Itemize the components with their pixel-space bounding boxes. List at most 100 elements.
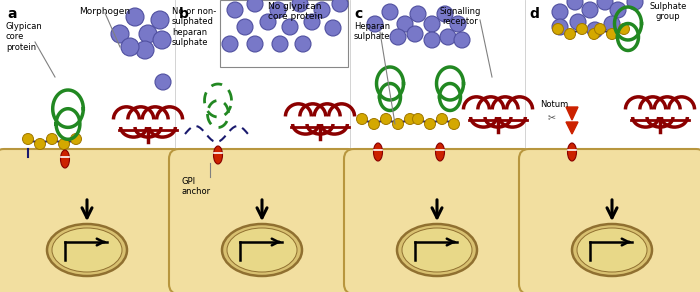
Circle shape bbox=[381, 114, 391, 124]
Circle shape bbox=[121, 38, 139, 56]
Circle shape bbox=[424, 16, 440, 32]
Circle shape bbox=[449, 119, 459, 129]
Circle shape bbox=[619, 23, 629, 34]
Circle shape bbox=[314, 2, 330, 18]
Circle shape bbox=[412, 114, 423, 124]
Circle shape bbox=[424, 119, 435, 129]
Circle shape bbox=[390, 29, 406, 45]
Circle shape bbox=[410, 6, 426, 22]
Circle shape bbox=[393, 119, 403, 129]
Text: a: a bbox=[7, 7, 17, 21]
Ellipse shape bbox=[435, 143, 444, 161]
Circle shape bbox=[155, 74, 171, 90]
Circle shape bbox=[382, 4, 398, 20]
Circle shape bbox=[46, 133, 57, 145]
Text: Glypican
core
protein: Glypican core protein bbox=[6, 22, 43, 52]
Text: c: c bbox=[354, 7, 363, 21]
Circle shape bbox=[34, 138, 46, 150]
Circle shape bbox=[368, 119, 379, 129]
Circle shape bbox=[564, 29, 575, 39]
Ellipse shape bbox=[52, 228, 122, 272]
Circle shape bbox=[295, 36, 311, 52]
Polygon shape bbox=[566, 122, 578, 134]
Circle shape bbox=[405, 114, 416, 124]
Circle shape bbox=[111, 25, 129, 43]
Ellipse shape bbox=[402, 228, 472, 272]
Text: Signalling
receptor: Signalling receptor bbox=[440, 7, 481, 26]
Ellipse shape bbox=[227, 228, 297, 272]
FancyBboxPatch shape bbox=[0, 149, 183, 292]
FancyBboxPatch shape bbox=[344, 149, 533, 292]
Circle shape bbox=[407, 26, 423, 42]
Ellipse shape bbox=[397, 224, 477, 276]
Circle shape bbox=[450, 16, 466, 32]
Circle shape bbox=[292, 0, 308, 12]
Circle shape bbox=[552, 19, 568, 35]
Text: No glypican
core protein: No glypican core protein bbox=[267, 2, 323, 21]
Circle shape bbox=[454, 32, 470, 48]
Circle shape bbox=[587, 22, 603, 38]
Text: d: d bbox=[529, 7, 539, 21]
Ellipse shape bbox=[577, 228, 647, 272]
Circle shape bbox=[151, 11, 169, 29]
Ellipse shape bbox=[60, 150, 69, 168]
Circle shape bbox=[627, 0, 643, 10]
Circle shape bbox=[594, 23, 606, 34]
FancyBboxPatch shape bbox=[169, 149, 358, 292]
Circle shape bbox=[367, 16, 383, 32]
Text: Heparan
sulphate: Heparan sulphate bbox=[354, 22, 391, 41]
Polygon shape bbox=[566, 107, 578, 120]
Circle shape bbox=[589, 29, 599, 39]
Circle shape bbox=[227, 2, 243, 18]
Circle shape bbox=[570, 14, 586, 30]
Circle shape bbox=[424, 32, 440, 48]
Circle shape bbox=[272, 36, 288, 52]
Circle shape bbox=[604, 16, 620, 32]
Circle shape bbox=[552, 4, 568, 20]
Circle shape bbox=[153, 31, 171, 49]
Circle shape bbox=[582, 2, 598, 18]
Text: ✂: ✂ bbox=[548, 112, 556, 122]
Circle shape bbox=[71, 133, 81, 145]
Circle shape bbox=[437, 6, 453, 22]
Circle shape bbox=[610, 2, 626, 18]
Circle shape bbox=[437, 114, 447, 124]
Text: b: b bbox=[179, 7, 189, 21]
Bar bbox=[220, 0, 348, 67]
Text: No or non-
sulphated
heparan
sulphate: No or non- sulphated heparan sulphate bbox=[172, 7, 216, 47]
Circle shape bbox=[136, 41, 154, 59]
Circle shape bbox=[22, 133, 34, 145]
Circle shape bbox=[606, 29, 617, 39]
Ellipse shape bbox=[572, 224, 652, 276]
FancyBboxPatch shape bbox=[519, 149, 700, 292]
Circle shape bbox=[567, 0, 583, 10]
Ellipse shape bbox=[222, 224, 302, 276]
Circle shape bbox=[126, 8, 144, 26]
Text: Sulphate
group: Sulphate group bbox=[650, 2, 687, 21]
Circle shape bbox=[397, 16, 413, 32]
Circle shape bbox=[260, 14, 276, 30]
Text: Morphogen: Morphogen bbox=[79, 7, 131, 16]
Ellipse shape bbox=[374, 143, 382, 161]
Circle shape bbox=[247, 0, 263, 12]
Circle shape bbox=[552, 23, 564, 34]
Circle shape bbox=[59, 138, 69, 150]
Ellipse shape bbox=[214, 146, 223, 164]
Circle shape bbox=[356, 114, 368, 124]
Text: GPI
anchor: GPI anchor bbox=[182, 177, 211, 197]
Ellipse shape bbox=[568, 143, 577, 161]
Circle shape bbox=[270, 2, 286, 18]
Circle shape bbox=[325, 20, 341, 36]
Circle shape bbox=[332, 0, 348, 12]
Circle shape bbox=[304, 14, 320, 30]
Circle shape bbox=[577, 23, 587, 34]
Circle shape bbox=[597, 0, 613, 10]
Circle shape bbox=[237, 19, 253, 35]
Ellipse shape bbox=[47, 224, 127, 276]
Text: Notum: Notum bbox=[540, 100, 568, 109]
Circle shape bbox=[247, 36, 263, 52]
Circle shape bbox=[222, 36, 238, 52]
Circle shape bbox=[139, 25, 157, 43]
Circle shape bbox=[440, 29, 456, 45]
Circle shape bbox=[282, 19, 298, 35]
